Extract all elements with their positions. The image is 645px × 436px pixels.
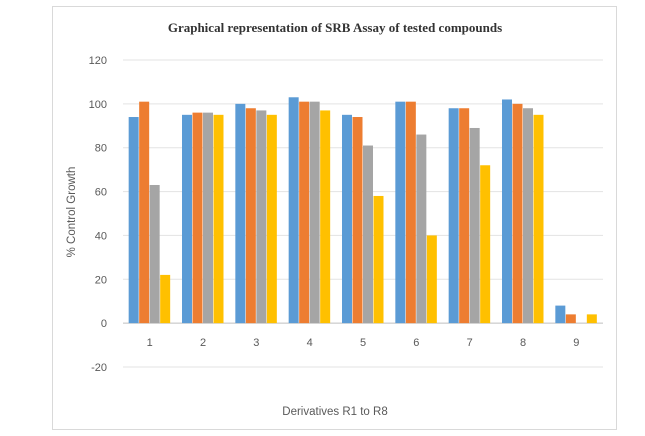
bar-series-1-cat-1 bbox=[128, 117, 139, 324]
y-tick-label: 0 bbox=[101, 318, 107, 330]
x-axis-title: Derivatives R1 to R8 bbox=[282, 406, 387, 418]
x-tick-label: 2 bbox=[200, 337, 206, 349]
bar-series-3-cat-4 bbox=[309, 101, 320, 324]
bar-series-4-cat-7 bbox=[480, 165, 491, 324]
bar-series-3-cat-5 bbox=[363, 145, 373, 324]
bar-series-4-cat-6 bbox=[426, 235, 437, 324]
bar-series-1-cat-2 bbox=[182, 114, 192, 324]
x-tick-label: 7 bbox=[467, 337, 473, 349]
y-axis-title: % Control Growth bbox=[66, 167, 78, 258]
bar-series-3-cat-2 bbox=[203, 112, 213, 324]
y-tick-label: 80 bbox=[95, 143, 107, 155]
bar-series-3-cat-8 bbox=[523, 108, 533, 324]
bar-series-1-cat-8 bbox=[502, 99, 512, 324]
bar-series-1-cat-4 bbox=[288, 97, 299, 324]
bar-series-2-cat-2 bbox=[192, 112, 203, 324]
bar-series-1-cat-6 bbox=[395, 101, 406, 324]
bars bbox=[128, 97, 597, 324]
bar-chart: Graphical representation of SRB Assay of… bbox=[66, 20, 603, 418]
bar-series-3-cat-7 bbox=[469, 127, 480, 324]
chart-title: Graphical representation of SRB Assay of… bbox=[168, 20, 502, 35]
x-tick-label: 1 bbox=[147, 337, 153, 349]
x-tick-label: 6 bbox=[413, 337, 419, 349]
bar-series-2-cat-5 bbox=[352, 117, 363, 324]
x-tick-label: 9 bbox=[573, 337, 579, 349]
bar-series-4-cat-2 bbox=[213, 114, 224, 324]
x-tick-label: 4 bbox=[307, 337, 313, 349]
bar-series-2-cat-6 bbox=[405, 101, 416, 324]
bar-series-2-cat-1 bbox=[139, 101, 150, 324]
bar-series-4-cat-8 bbox=[533, 114, 544, 324]
x-axis-ticks: 1 2 3 4 5 6 7 8 9 bbox=[147, 337, 580, 349]
y-tick-label: -20 bbox=[91, 362, 107, 374]
bar-series-1-cat-5 bbox=[342, 114, 352, 324]
bar-series-3-cat-1 bbox=[149, 184, 160, 324]
bar-series-4-cat-1 bbox=[160, 274, 171, 324]
y-tick-label: 120 bbox=[89, 55, 107, 67]
y-tick-label: 100 bbox=[89, 99, 107, 111]
bar-series-4-cat-9 bbox=[586, 314, 597, 324]
bar-series-2-cat-9 bbox=[565, 314, 576, 324]
bar-series-1-cat-9 bbox=[555, 305, 566, 324]
bar-series-3-cat-3 bbox=[256, 110, 267, 324]
bar-series-1-cat-7 bbox=[448, 108, 459, 324]
bar-series-1-cat-3 bbox=[235, 103, 246, 324]
y-tick-label: 40 bbox=[95, 230, 107, 242]
bar-series-2-cat-7 bbox=[459, 108, 470, 324]
y-tick-label: 20 bbox=[95, 274, 107, 286]
bar-series-2-cat-8 bbox=[512, 103, 523, 324]
x-tick-label: 8 bbox=[520, 337, 526, 349]
y-axis-ticks: -20 0 20 40 60 80 100 120 bbox=[89, 55, 107, 374]
bar-series-4-cat-3 bbox=[266, 114, 277, 324]
x-tick-label: 3 bbox=[253, 337, 259, 349]
bar-series-4-cat-5 bbox=[373, 195, 384, 324]
bar-series-4-cat-4 bbox=[320, 110, 331, 324]
bar-series-2-cat-4 bbox=[299, 101, 310, 324]
y-tick-label: 60 bbox=[95, 187, 107, 199]
bar-series-2-cat-3 bbox=[245, 108, 256, 324]
bar-series-3-cat-6 bbox=[416, 134, 427, 324]
x-tick-label: 5 bbox=[360, 337, 366, 349]
chart-frame: Graphical representation of SRB Assay of… bbox=[52, 6, 617, 430]
